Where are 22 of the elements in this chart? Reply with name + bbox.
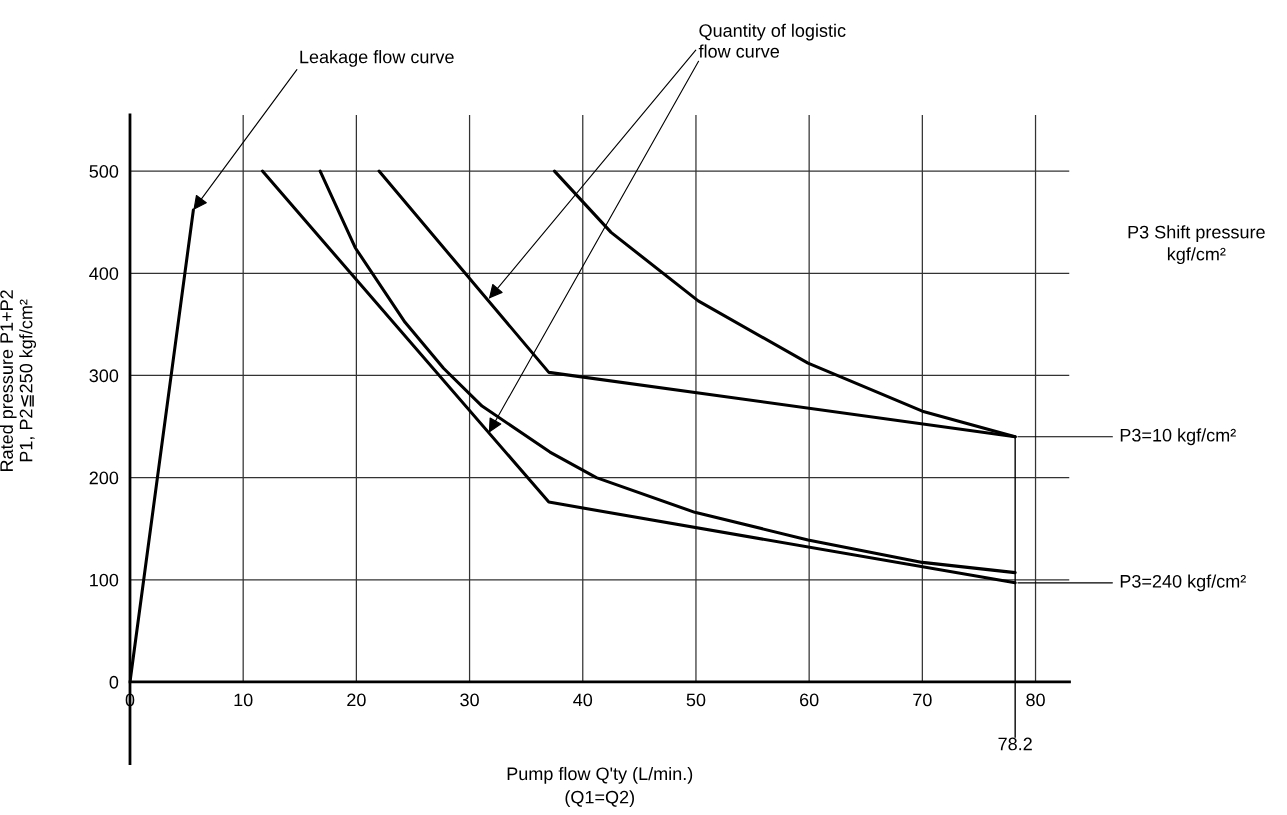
y-tick-label: 400 <box>89 267 119 280</box>
x-tick-label: 40 <box>573 693 593 707</box>
y-tick-label: 0 <box>109 675 119 689</box>
x-tick-label: 50 <box>686 693 706 707</box>
y-tick-label: 100 <box>90 573 119 587</box>
x-tick-label: 70 <box>913 693 932 707</box>
text: P3 Shift pressure kgf/cm² <box>1128 225 1265 265</box>
x-axis-title: Pump flow Q'ty (L/min.) (Q1=Q2) <box>507 766 693 808</box>
y-tick-label: 300 <box>89 369 119 383</box>
y-tick-label: 200 <box>89 471 119 485</box>
y-axis-title: Rated pressure P1+P2 P1, P2≦250 kgf/cm² <box>0 290 37 471</box>
x-tick-label: 20 <box>347 693 366 707</box>
annotation: Quantity of logistic flow curve <box>698 23 846 58</box>
annotation: P3=10 kgf/cm² <box>1120 428 1236 446</box>
annotation: P3=240 kgf/cm² <box>1120 574 1246 592</box>
ref-line-label: 78.2 <box>998 737 1032 751</box>
x-tick-label: 60 <box>800 693 819 707</box>
y-tick-label: 500 <box>89 165 119 178</box>
annotation: Leakage flow curve <box>300 50 454 67</box>
x-tick-label: 10 <box>234 693 253 707</box>
x-tick-label: 80 <box>1026 693 1045 707</box>
x-tick-label: 30 <box>460 693 479 707</box>
